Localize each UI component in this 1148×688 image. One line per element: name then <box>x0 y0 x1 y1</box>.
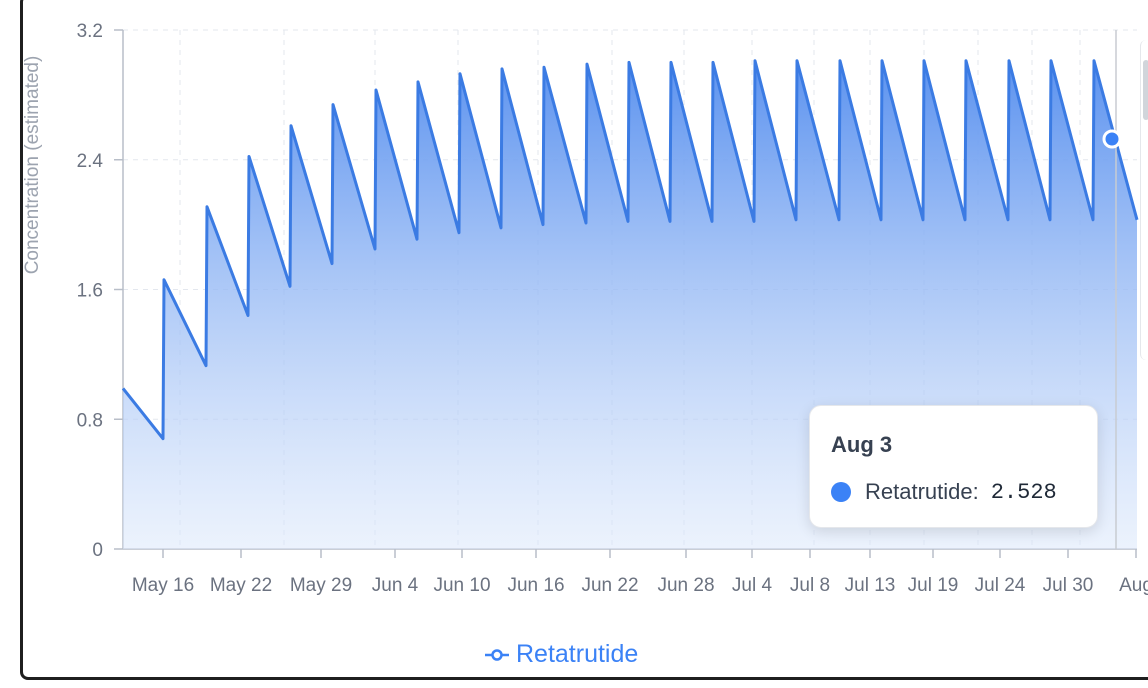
x-tick-label: May 16 <box>132 575 194 596</box>
x-tick-label: Jun 10 <box>433 575 490 596</box>
legend-label: Retatrutide <box>516 640 639 668</box>
tooltip-title: Aug 3 <box>831 432 893 457</box>
tooltip: Aug 3 Retatrutide: 2.528 <box>809 405 1098 528</box>
y-tick-label: 3.2 <box>77 21 103 42</box>
side-panel-edge <box>1140 40 1148 360</box>
x-tick-label: Jul 13 <box>845 575 896 596</box>
y-tick-label: 0 <box>92 540 103 561</box>
y-tick-label: 0.8 <box>77 410 103 431</box>
tooltip-value: 2.528 <box>990 479 1057 505</box>
x-tick-label: Jun 22 <box>581 575 638 596</box>
x-tick-label: Jul 19 <box>908 575 959 596</box>
series-dot-icon <box>831 482 851 502</box>
scrollbar-thumb[interactable] <box>1143 60 1148 120</box>
hover-point[interactable] <box>1102 129 1122 149</box>
series-line-retatrutide <box>121 59 1139 441</box>
y-axis-label: Concentration (estimated) <box>22 56 43 275</box>
x-tick-label: Jun 28 <box>657 575 714 596</box>
x-tick-label: Jun 16 <box>507 575 564 596</box>
legend-item-retatrutide[interactable]: Retatrutide <box>484 640 638 669</box>
x-tick-label: Jul 4 <box>732 575 773 596</box>
x-tick-label: Jul 8 <box>790 575 830 596</box>
y-tick-label: 2.4 <box>77 151 104 172</box>
line-marker-icon <box>485 648 509 661</box>
x-tick-label: Jun 4 <box>372 575 419 596</box>
x-tick-label: Jul 30 <box>1043 575 1094 596</box>
y-tick-label: 1.6 <box>77 281 103 302</box>
tooltip-series-name: Retatrutide: <box>865 479 979 504</box>
tooltip-row: Retatrutide: 2.528 <box>831 479 1057 505</box>
x-tick-label: May 22 <box>210 575 272 596</box>
x-tick-label: Aug <box>1119 575 1148 596</box>
x-tick-label: May 29 <box>290 575 352 596</box>
x-tick-label: Jul 24 <box>975 575 1026 596</box>
